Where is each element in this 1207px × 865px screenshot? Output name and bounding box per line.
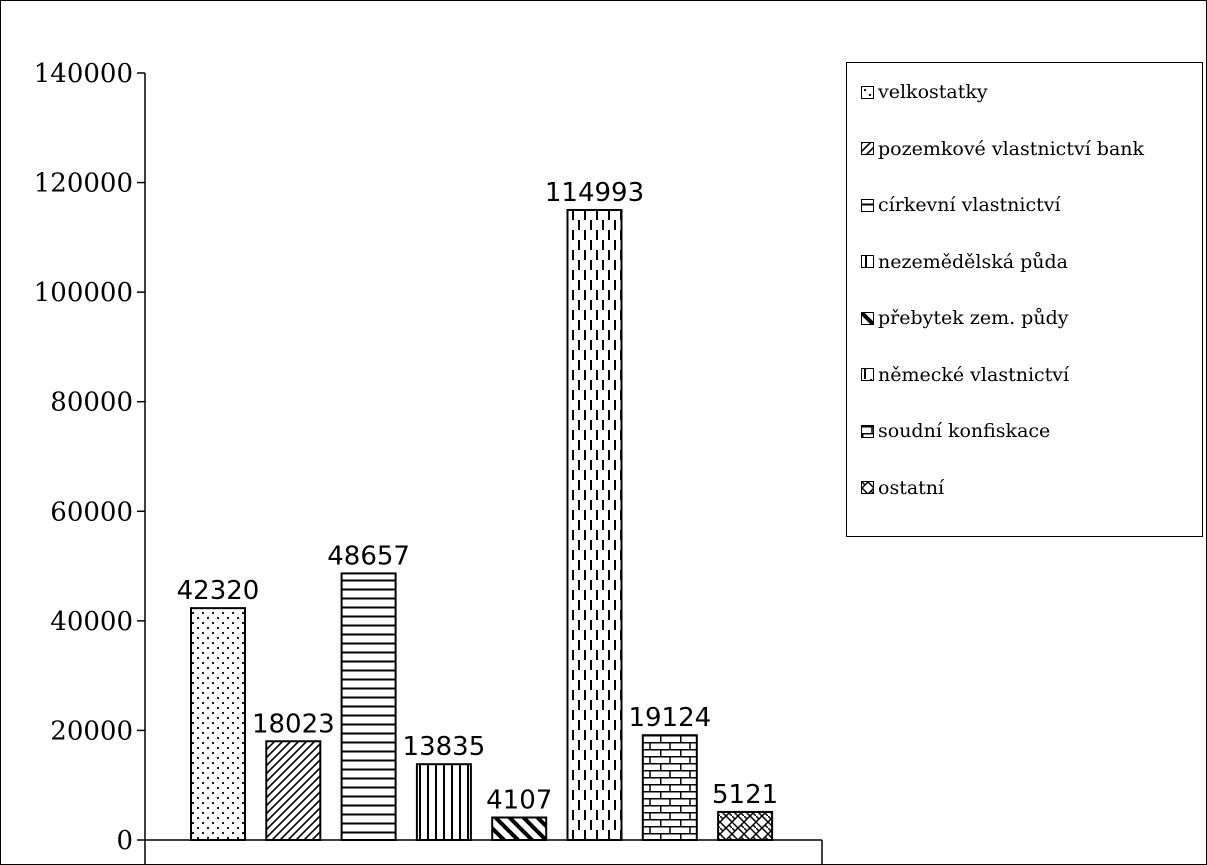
bar-7 xyxy=(641,734,698,841)
legend-label: velkostatky xyxy=(878,81,988,103)
y-tick-label: 140000 xyxy=(34,59,133,89)
legend-item: přebytek zem. půdy xyxy=(861,303,1068,333)
data-label-2: 18023 xyxy=(252,709,335,739)
legend-swatch xyxy=(861,311,874,325)
legend-label: německé vlastnictví xyxy=(878,363,1070,386)
legend-swatch xyxy=(861,424,874,438)
data-label-3: 48657 xyxy=(327,541,410,571)
legend: velkostatky pozemkové vlastnictví bank cír… xyxy=(846,62,1203,537)
bar-8 xyxy=(717,810,774,841)
legend-label: církevní vlastnictví xyxy=(878,194,1061,216)
legend-item: církevní vlastnictví xyxy=(861,190,1061,220)
legend-label: soudní konfiskace xyxy=(878,420,1051,442)
legend-item: ostatní xyxy=(861,473,944,503)
legend-label: pozemkové vlastnictví bank xyxy=(878,137,1145,160)
bar-6 xyxy=(566,209,623,842)
data-label-6: 114993 xyxy=(545,178,644,208)
axes xyxy=(144,73,823,865)
bar-3 xyxy=(340,572,397,841)
bar-1 xyxy=(190,607,246,841)
y-tick-label: 40000 xyxy=(50,607,133,637)
legend-item: německé vlastnictví xyxy=(861,360,1069,390)
bar-5 xyxy=(491,816,548,842)
y-tick-label: 60000 xyxy=(50,497,133,527)
legend-swatch xyxy=(861,85,874,99)
legend-swatch xyxy=(861,255,874,268)
data-label-8: 5121 xyxy=(712,780,778,810)
legend-item: velkostatky xyxy=(861,77,988,107)
legend-swatch xyxy=(861,142,874,155)
legend-item: soudní konfiskace xyxy=(861,416,1050,446)
data-label-1: 42320 xyxy=(177,576,260,606)
data-label-5: 4107 xyxy=(486,785,552,815)
y-tick-label: 20000 xyxy=(50,716,133,746)
legend-item: pozemkové vlastnictví bank xyxy=(861,134,1144,164)
legend-swatch xyxy=(861,368,874,381)
y-tick-label: 0 xyxy=(116,826,133,856)
legend-swatch xyxy=(861,198,874,212)
y-tick-label: 80000 xyxy=(50,388,133,418)
y-tick-label: 100000 xyxy=(34,278,133,308)
y-tick-label: 120000 xyxy=(34,169,133,199)
data-label-7: 19124 xyxy=(628,703,711,733)
data-label-4: 13835 xyxy=(403,732,486,762)
legend-swatch xyxy=(861,481,874,494)
y-tick-labels: 0 20000 40000 60000 80000 100000 120000 140000 xyxy=(34,59,145,856)
bars xyxy=(190,209,774,842)
bar-4 xyxy=(415,763,472,842)
bar-2 xyxy=(265,740,322,841)
legend-label: přebytek zem. půdy xyxy=(878,307,1069,329)
legend-label: nezemědělská půda xyxy=(878,250,1068,273)
legend-label: ostatní xyxy=(878,476,945,499)
legend-item: nezemědělská půda xyxy=(861,247,1068,277)
